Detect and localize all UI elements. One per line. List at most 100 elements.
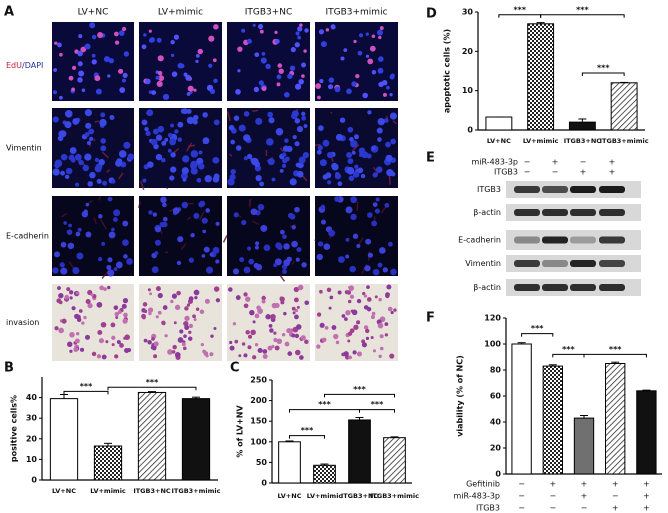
cell — [67, 341, 73, 348]
cell — [257, 347, 263, 353]
cell — [183, 334, 187, 338]
cell — [72, 118, 80, 125]
cell — [143, 309, 148, 314]
cell — [115, 261, 123, 269]
cell — [141, 44, 147, 50]
cell — [75, 182, 80, 187]
cell — [212, 246, 220, 254]
cell — [346, 166, 355, 175]
cell — [345, 310, 351, 316]
cell — [94, 165, 102, 173]
cell — [276, 338, 283, 345]
cell — [254, 313, 260, 319]
cell — [69, 296, 73, 300]
cell — [111, 335, 116, 340]
cell — [385, 141, 391, 148]
streak — [100, 219, 107, 230]
micrograph — [139, 284, 222, 361]
cell — [94, 75, 101, 82]
cell — [356, 320, 361, 325]
cell — [122, 297, 129, 304]
cell — [52, 267, 59, 274]
cell — [187, 85, 194, 92]
cell — [379, 334, 384, 339]
cell — [271, 344, 275, 349]
cell — [262, 354, 268, 359]
cell — [152, 212, 158, 217]
treatment-sign: + — [612, 480, 619, 489]
cell — [346, 152, 353, 158]
cell — [186, 108, 192, 114]
cell — [352, 171, 360, 178]
cell — [204, 298, 210, 304]
cell — [279, 229, 285, 235]
cell — [84, 132, 90, 137]
cell — [64, 174, 70, 180]
cell — [149, 292, 153, 296]
cell — [198, 150, 203, 155]
cell — [365, 238, 372, 245]
cell — [295, 257, 300, 262]
cell — [282, 158, 288, 164]
cell — [243, 303, 249, 309]
cell — [383, 118, 389, 123]
cell — [247, 345, 252, 350]
cell — [245, 296, 251, 302]
cell — [200, 342, 204, 347]
cell — [59, 262, 65, 268]
cell — [262, 349, 268, 354]
cell — [247, 153, 253, 159]
cell — [113, 305, 119, 310]
cell — [164, 334, 168, 338]
panel-label: B — [4, 361, 14, 376]
significance-bracket — [521, 333, 554, 337]
treatment-sign: − — [518, 504, 525, 513]
cell — [126, 258, 133, 265]
cell — [386, 284, 392, 290]
cell — [301, 115, 307, 121]
cell — [328, 229, 336, 237]
significance-label: *** — [609, 345, 622, 354]
cell — [248, 258, 255, 265]
cell — [293, 286, 299, 293]
cell — [84, 153, 92, 161]
cell — [122, 318, 128, 324]
significance-bracket — [498, 14, 542, 18]
cell — [215, 298, 221, 303]
cell — [173, 321, 177, 325]
cell — [118, 150, 127, 158]
y-tick-label: 200 — [250, 396, 267, 405]
cell — [177, 236, 184, 243]
condition-label: ITGB3 — [494, 168, 518, 177]
cell — [148, 311, 152, 316]
cell — [215, 221, 220, 226]
cell — [121, 303, 127, 309]
cell — [372, 268, 380, 276]
cell — [321, 219, 326, 225]
cell — [103, 56, 110, 63]
cell — [343, 351, 349, 357]
cell — [147, 288, 151, 292]
cell — [235, 145, 242, 151]
cell — [161, 140, 167, 146]
cell — [177, 337, 184, 343]
cell — [228, 124, 235, 131]
streak — [138, 200, 142, 209]
blot-label: β-actin — [473, 208, 501, 217]
significance-label: *** — [597, 63, 610, 72]
blot-band — [542, 284, 568, 291]
cell — [265, 63, 271, 70]
cell — [162, 216, 168, 222]
cell — [213, 78, 218, 84]
cell — [144, 78, 151, 85]
cell — [121, 26, 127, 32]
cell — [105, 340, 109, 344]
bar — [542, 365, 563, 475]
cell — [347, 158, 354, 164]
panel-label: E — [426, 151, 435, 166]
significance-label: *** — [318, 400, 331, 409]
y-tick-label: 50 — [256, 458, 268, 467]
cell — [202, 229, 207, 234]
cell — [358, 147, 366, 155]
cell — [367, 212, 373, 218]
